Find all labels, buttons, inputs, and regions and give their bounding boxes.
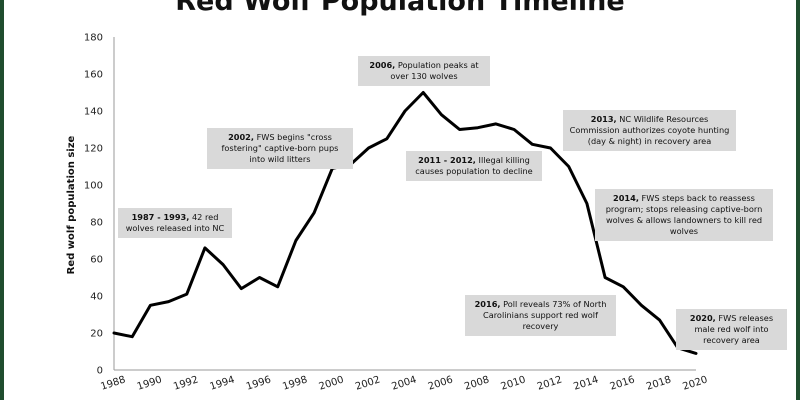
x-tick-label: 2008: [463, 374, 491, 392]
y-tick-label: 20: [90, 329, 103, 340]
annotation-2006: 2006, Population peaks at over 130 wolve…: [358, 56, 490, 86]
y-axis-label: Red wolf population size: [66, 135, 77, 274]
annotation-2013: 2013, NC Wildlife Resources Commission a…: [563, 110, 736, 151]
annotation-2014: 2014, FWS steps back to reassess program…: [595, 189, 773, 241]
annotation-text: FWS releases male red wolf into recovery…: [694, 313, 774, 345]
x-tick-label: 1996: [245, 374, 273, 392]
annotation-year: 2020,: [689, 313, 716, 323]
chart-title: Red Wolf Population Timeline: [175, 0, 625, 17]
annotation-text: NC Wildlife Resources Commission authori…: [569, 114, 730, 146]
annotation-1987-1993: 1987 - 1993, 42 red wolves released into…: [118, 208, 232, 238]
annotation-text: FWS steps back to reassess program; stop…: [605, 193, 763, 236]
x-tick-label: 2016: [609, 374, 637, 392]
y-tick-label: 140: [84, 107, 103, 118]
x-tick-label: 2006: [427, 374, 455, 392]
annotation-year: 1987 - 1993,: [131, 212, 190, 222]
annotation-year: 2002,: [228, 132, 254, 142]
y-tick-label: 40: [90, 292, 103, 303]
x-tick-label: 2004: [390, 374, 418, 392]
annotation-text: FWS begins "cross fostering" captive-bor…: [221, 132, 339, 164]
left-frame-border: [0, 0, 4, 400]
x-tick-label: 1990: [136, 374, 164, 392]
x-tick-label: 2020: [681, 374, 709, 392]
x-tick-label: 2010: [500, 374, 528, 392]
annotation-2016: 2016, Poll reveals 73% of North Carolini…: [465, 295, 616, 336]
annotation-text: 42 red wolves released into NC: [125, 212, 225, 233]
annotation-2020: 2020, FWS releases male red wolf into re…: [676, 309, 787, 350]
population-line: [112, 91, 698, 355]
annotation-2011-2012: 2011 - 2012, Illegal killing causes popu…: [406, 151, 542, 181]
annotation-text: Poll reveals 73% of North Carolinians su…: [483, 299, 607, 331]
y-tick-label: 80: [90, 218, 103, 229]
x-tick-label: 1998: [281, 374, 309, 392]
x-tick-label: 2018: [645, 374, 673, 392]
y-tick-label: 0: [97, 366, 103, 377]
y-tick-label: 120: [84, 144, 103, 155]
y-tick-label: 160: [84, 70, 103, 81]
annotation-2002: 2002, FWS begins "cross fostering" capti…: [207, 128, 353, 169]
x-tick-label: 1992: [172, 374, 200, 392]
annotation-year: 2014,: [613, 193, 639, 203]
annotation-year: 2016,: [474, 299, 501, 309]
annotation-year: 2011 - 2012,: [418, 155, 476, 165]
annotation-text: Illegal killing causes population to dec…: [415, 155, 533, 176]
x-tick-label: 1994: [209, 374, 237, 392]
x-tick-label: 2002: [354, 374, 382, 392]
x-tick-label: 2000: [318, 374, 346, 392]
x-tick-label: 2012: [536, 374, 564, 392]
y-tick-label: 100: [84, 181, 103, 192]
annotation-text: Population peaks at over 130 wolves: [390, 60, 479, 81]
y-tick-label: 180: [84, 33, 103, 44]
x-tick-label: 2014: [572, 374, 600, 392]
x-tick-label: 1988: [99, 374, 127, 392]
y-tick-label: 60: [90, 255, 103, 266]
right-frame-border: [796, 0, 800, 400]
annotation-year: 2013,: [590, 114, 617, 124]
annotation-year: 2006,: [369, 60, 396, 70]
